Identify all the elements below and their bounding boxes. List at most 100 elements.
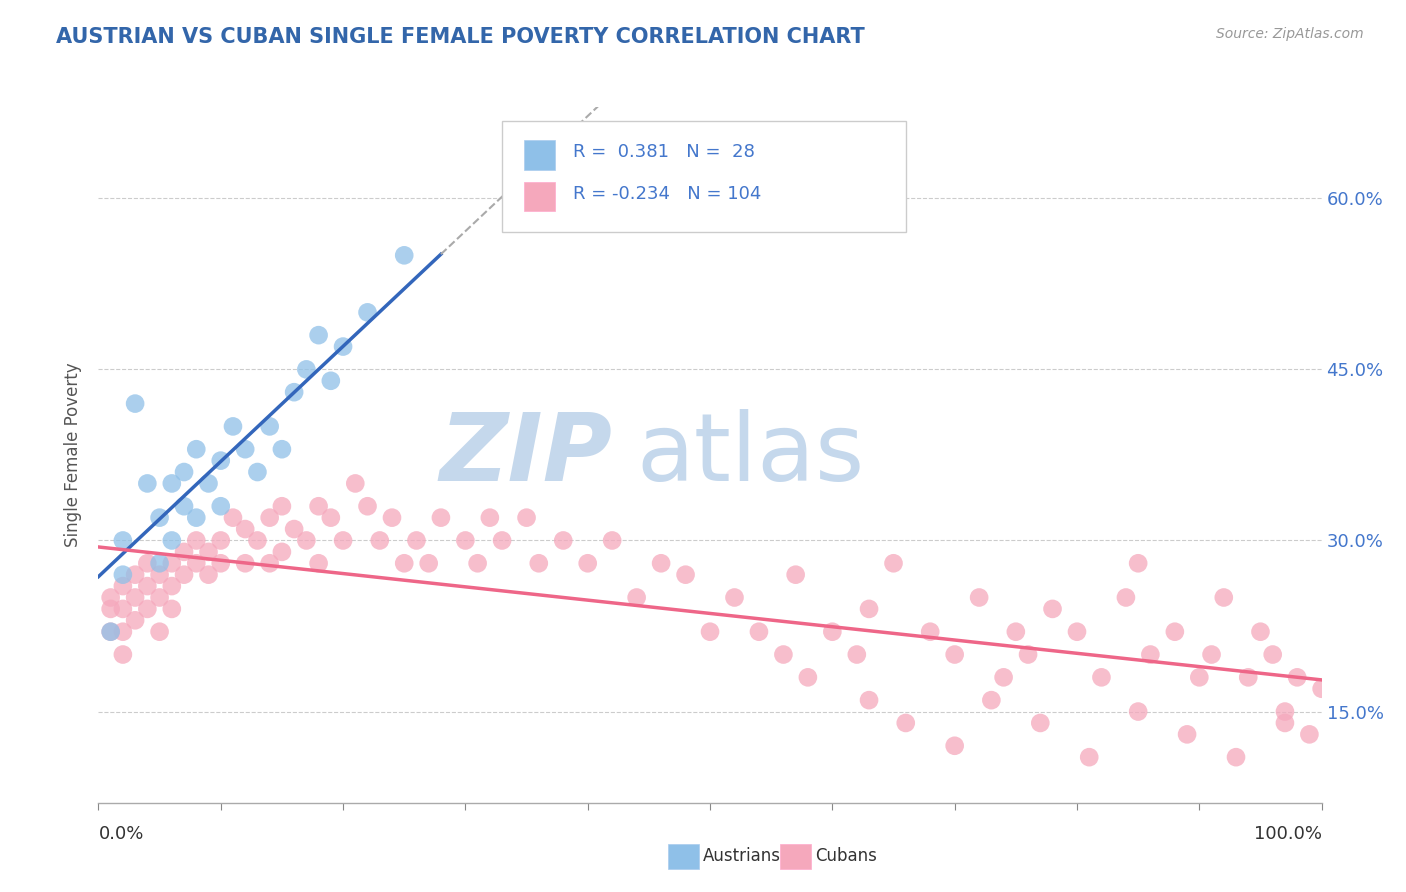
Point xyxy=(1017,648,1039,662)
Y-axis label: Single Female Poverty: Single Female Poverty xyxy=(65,363,83,547)
Point xyxy=(430,510,453,524)
Point xyxy=(699,624,721,639)
Point xyxy=(858,693,880,707)
Point xyxy=(259,510,281,524)
Point xyxy=(209,500,232,514)
Text: AUSTRIAN VS CUBAN SINGLE FEMALE POVERTY CORRELATION CHART: AUSTRIAN VS CUBAN SINGLE FEMALE POVERTY … xyxy=(56,27,865,46)
Point xyxy=(344,476,367,491)
Point xyxy=(920,624,942,639)
Point xyxy=(1188,670,1211,684)
Point xyxy=(295,362,318,376)
Point xyxy=(1310,681,1333,696)
Point xyxy=(1029,715,1052,730)
Point xyxy=(356,500,378,514)
Text: ZIP: ZIP xyxy=(439,409,612,501)
Point xyxy=(527,556,550,570)
Point xyxy=(124,567,146,582)
Point xyxy=(136,602,159,616)
Point xyxy=(381,510,404,524)
Text: 100.0%: 100.0% xyxy=(1254,825,1322,843)
Point xyxy=(149,624,172,639)
Point xyxy=(160,602,183,616)
Bar xyxy=(524,182,555,211)
Point xyxy=(332,340,354,354)
Point xyxy=(392,556,416,570)
Point xyxy=(883,556,905,570)
Point xyxy=(319,374,342,388)
Point xyxy=(111,567,134,582)
Point xyxy=(136,579,159,593)
Point xyxy=(1175,727,1198,741)
Point xyxy=(186,442,208,457)
Point xyxy=(283,385,305,400)
Point xyxy=(111,648,134,662)
Point xyxy=(1042,602,1064,616)
Point xyxy=(111,602,134,616)
Point xyxy=(553,533,575,548)
Point xyxy=(1066,624,1088,639)
Point xyxy=(173,545,195,559)
Point xyxy=(259,556,281,570)
Point xyxy=(295,533,318,548)
Point xyxy=(124,396,146,410)
Point xyxy=(173,567,195,582)
Point xyxy=(197,545,219,559)
Point xyxy=(1128,556,1150,570)
Point xyxy=(259,419,281,434)
Point xyxy=(675,567,697,582)
Point xyxy=(1237,670,1260,684)
Point xyxy=(894,715,917,730)
Point xyxy=(368,533,391,548)
Point xyxy=(821,624,844,639)
Bar xyxy=(524,140,555,169)
Point xyxy=(100,591,122,605)
Point xyxy=(111,533,134,548)
Point xyxy=(515,510,537,524)
Point xyxy=(197,476,219,491)
Point xyxy=(233,522,256,536)
Point xyxy=(100,624,122,639)
Point xyxy=(1201,648,1223,662)
Point xyxy=(1274,715,1296,730)
Point xyxy=(478,510,501,524)
Point xyxy=(797,670,820,684)
Point xyxy=(626,591,648,605)
Point xyxy=(1286,670,1309,684)
Text: R =  0.381   N =  28: R = 0.381 N = 28 xyxy=(574,144,755,161)
Point xyxy=(576,556,599,570)
Point xyxy=(491,533,513,548)
Point xyxy=(222,510,245,524)
Point xyxy=(1249,624,1271,639)
Point xyxy=(186,510,208,524)
Point xyxy=(943,739,966,753)
Point xyxy=(1115,591,1137,605)
Point xyxy=(270,545,294,559)
Point xyxy=(111,624,134,639)
Point xyxy=(209,453,232,467)
Point xyxy=(173,465,195,479)
Point xyxy=(1261,648,1284,662)
Point xyxy=(454,533,477,548)
Point xyxy=(149,556,172,570)
Point xyxy=(124,591,146,605)
Point xyxy=(943,648,966,662)
Point xyxy=(308,556,330,570)
Point xyxy=(233,442,256,457)
Point xyxy=(332,533,354,548)
Point xyxy=(967,591,990,605)
Point xyxy=(186,556,208,570)
Point xyxy=(1225,750,1247,764)
Point xyxy=(650,556,672,570)
Point xyxy=(993,670,1015,684)
Text: Cubans: Cubans xyxy=(815,847,877,865)
Point xyxy=(270,500,294,514)
Point xyxy=(980,693,1002,707)
Point xyxy=(124,613,146,627)
Point xyxy=(1139,648,1161,662)
Point xyxy=(467,556,489,570)
Point xyxy=(197,567,219,582)
Point xyxy=(160,579,183,593)
Point xyxy=(149,510,172,524)
Point xyxy=(1004,624,1026,639)
Point xyxy=(785,567,807,582)
